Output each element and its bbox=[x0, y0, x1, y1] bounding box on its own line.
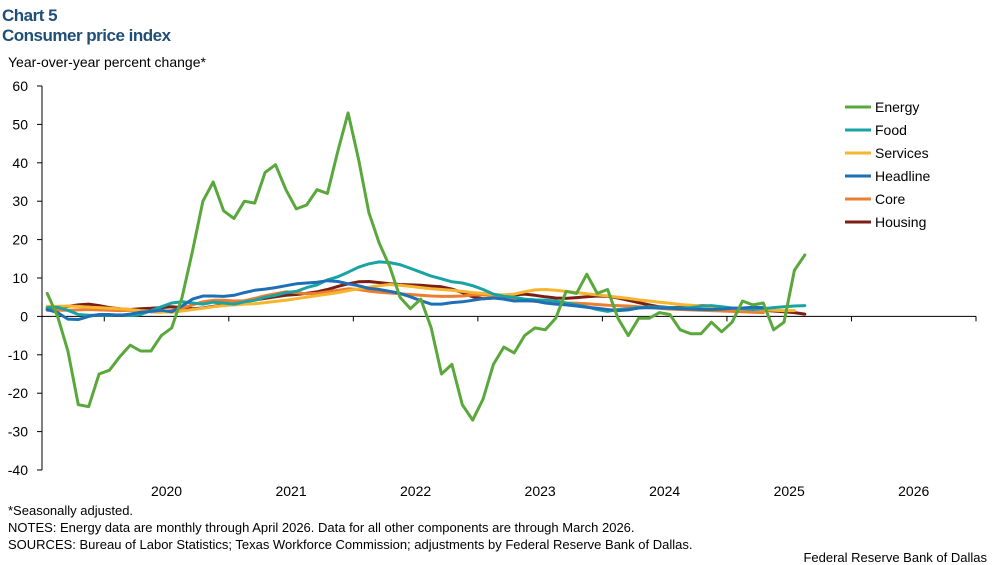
chart-axes: 60 50 40 30 20 10 0 -10 -20 -30 -40 2020 2021 2022 202… bbox=[8, 78, 977, 499]
legend-label-energy: Energy bbox=[875, 99, 919, 115]
x-tick-label: 2020 bbox=[151, 483, 182, 499]
y-tick-label: -10 bbox=[8, 347, 28, 363]
y-tick-label: 10 bbox=[12, 270, 28, 286]
chart-number: Chart 5 bbox=[2, 6, 58, 25]
y-tick-label: 50 bbox=[12, 116, 28, 132]
y-tick-label: -30 bbox=[8, 424, 28, 440]
series-line-headline bbox=[45, 279, 765, 321]
x-tick-label: 2022 bbox=[400, 483, 431, 499]
x-tick-label: 2023 bbox=[525, 483, 556, 499]
chart-title: Consumer price index bbox=[2, 26, 171, 45]
legend-label-core: Core bbox=[875, 191, 906, 207]
x-tick-label: 2021 bbox=[275, 483, 306, 499]
x-tick-label: 2026 bbox=[898, 483, 929, 499]
y-tick-label: 60 bbox=[12, 78, 28, 94]
source-credit: Federal Reserve Bank of Dallas bbox=[803, 550, 987, 565]
legend-label-services: Services bbox=[875, 145, 929, 161]
sources-text: SOURCES: Bureau of Labor Statistics; Tex… bbox=[8, 537, 693, 552]
seasonal-note: *Seasonally adjusted. bbox=[8, 503, 134, 518]
y-tick-label: 30 bbox=[12, 193, 28, 209]
notes-text: NOTES: Energy data are monthly through A… bbox=[8, 520, 635, 535]
x-tick-label: 2025 bbox=[774, 483, 805, 499]
series-line-energy bbox=[45, 111, 807, 422]
chart-legend: Energy Food Services Headline Core Housing bbox=[845, 99, 930, 230]
y-tick-label: 40 bbox=[12, 155, 28, 171]
y-tick-label: 0 bbox=[20, 308, 28, 324]
legend-label-headline: Headline bbox=[875, 168, 930, 184]
y-axis-unit-label: Year-over-year percent change* bbox=[8, 54, 206, 70]
y-tick-label: -40 bbox=[8, 462, 28, 478]
legend-label-housing: Housing bbox=[875, 214, 926, 230]
y-tick-label: 20 bbox=[12, 232, 28, 248]
series-layer bbox=[45, 111, 807, 422]
legend-label-food: Food bbox=[875, 122, 907, 138]
x-tick-label: 2024 bbox=[649, 483, 680, 499]
chart-notes: *Seasonally adjusted. NOTES: Energy data… bbox=[8, 502, 692, 553]
y-tick-label: -20 bbox=[8, 385, 28, 401]
